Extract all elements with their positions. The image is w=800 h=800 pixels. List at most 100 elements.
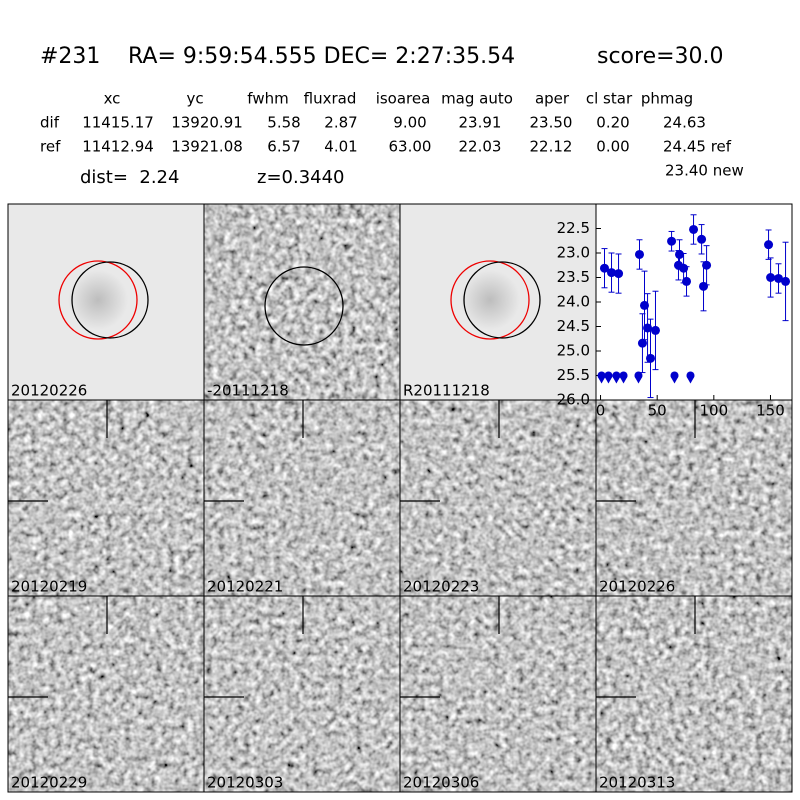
- column-header: yc: [186, 90, 203, 108]
- aperture-black: [264, 266, 344, 346]
- x-tick-label: 150: [756, 402, 785, 420]
- panel-label: 20120303: [207, 774, 283, 792]
- table-cell: 23.91: [459, 114, 502, 132]
- table-cell: 22.03: [459, 138, 502, 156]
- panel-label: -20111218: [207, 382, 289, 400]
- source-blob: [460, 270, 520, 330]
- column-header: phmag: [641, 90, 693, 108]
- data-point: [674, 249, 684, 259]
- data-point: [599, 263, 609, 273]
- x-tick-label: 100: [700, 402, 729, 420]
- column-header: mag auto: [441, 90, 513, 108]
- table-cell: 22.12: [530, 138, 573, 156]
- y-tick-label: 26.0: [557, 391, 590, 409]
- data-point: [643, 323, 653, 333]
- data-point: [774, 273, 784, 283]
- upper-limit-arrow: [612, 376, 621, 384]
- data-point: [679, 263, 689, 273]
- panel-image: [204, 400, 400, 596]
- column-header: fluxrad: [304, 90, 357, 108]
- table-cell: 13921.08: [171, 138, 243, 156]
- y-tick-label: 24.5: [557, 317, 590, 335]
- data-point: [637, 338, 647, 348]
- data-point: [645, 353, 655, 363]
- data-point: [766, 273, 776, 282]
- redshift: z=0.3440: [257, 167, 345, 188]
- data-point: [650, 325, 660, 335]
- panel-label: 20120219: [11, 578, 87, 596]
- data-point: [764, 240, 774, 250]
- y-tick-label: 23.0: [557, 244, 590, 262]
- panel-image: [204, 596, 400, 792]
- panel-label: 20120226: [11, 382, 87, 400]
- panel-image: [204, 204, 400, 400]
- row-label: dif: [40, 114, 60, 132]
- y-tick-label: 25.5: [557, 366, 590, 384]
- upper-limit-arrow: [597, 376, 606, 384]
- panel-image: [8, 400, 204, 596]
- table-cell: 5.58: [267, 114, 300, 132]
- data-point: [697, 234, 707, 244]
- coordinates: RA= 9:59:54.555 DEC= 2:27:35.54: [128, 44, 515, 69]
- y-tick-label: 22.5: [557, 219, 590, 237]
- panel-label: 20120306: [403, 774, 479, 792]
- data-point: [667, 236, 677, 246]
- table-cell: 23.50: [530, 114, 573, 132]
- panel-image: [596, 596, 792, 792]
- table-cell: 4.01: [324, 138, 357, 156]
- table-cell: 24.63: [663, 114, 706, 132]
- table-cell: 11415.17: [82, 114, 154, 132]
- aperture-red: [450, 260, 530, 340]
- aperture-black: [463, 261, 541, 339]
- upper-limit-arrow: [604, 376, 613, 384]
- y-tick-label: 24.0: [557, 293, 590, 311]
- panel-frame: [595, 595, 793, 793]
- panel-image: [400, 596, 596, 792]
- data-point: [689, 224, 699, 234]
- data-point: [702, 260, 712, 270]
- y-tick-label: 23.5: [557, 268, 590, 286]
- table-cell: 0.00: [596, 138, 629, 156]
- x-tick-label: 50: [648, 402, 667, 420]
- column-header: isoarea: [376, 90, 431, 108]
- distance: dist= 2.24: [80, 167, 179, 188]
- source-blob: [68, 270, 128, 330]
- data-point: [682, 276, 692, 286]
- panel-image: [596, 400, 792, 596]
- table-cell: 0.20: [596, 114, 629, 132]
- table-cell: 24.45 ref: [663, 138, 732, 156]
- data-point: [781, 276, 791, 286]
- column-header: xc: [104, 90, 121, 108]
- table-cell: 13920.91: [171, 114, 243, 132]
- table-cell: 6.57: [267, 138, 300, 156]
- column-header: fwhm: [247, 90, 288, 108]
- aperture-black: [71, 261, 149, 339]
- aperture-red: [58, 260, 138, 340]
- panel-image: [400, 400, 596, 596]
- data-point: [699, 281, 709, 291]
- score: score=30.0: [597, 44, 724, 69]
- upper-limit-arrow: [634, 376, 643, 384]
- panel-label: 20120223: [403, 578, 479, 596]
- column-header: aper: [535, 90, 570, 108]
- table-cell: 63.00: [389, 138, 432, 156]
- upper-limit-arrow: [670, 376, 679, 384]
- panel-label: 20120221: [207, 578, 283, 596]
- panel-label: 20120313: [599, 774, 675, 792]
- panel-image: [8, 596, 204, 792]
- x-tick-label: 0: [596, 402, 606, 420]
- data-point: [639, 300, 649, 310]
- y-tick-label: 25.0: [557, 342, 590, 360]
- upper-limit-arrow: [619, 376, 628, 384]
- row-label: ref: [40, 138, 61, 156]
- data-point: [635, 249, 645, 259]
- table-cell: 9.00: [393, 114, 426, 132]
- table-cell: 2.87: [324, 114, 357, 132]
- object-id: #231: [40, 44, 100, 69]
- new-mag: 23.40 new: [665, 162, 744, 180]
- data-point: [614, 269, 624, 279]
- table-cell: 11412.94: [82, 138, 154, 156]
- column-header: cl star: [586, 90, 633, 108]
- panel-label: R20111218: [403, 382, 490, 400]
